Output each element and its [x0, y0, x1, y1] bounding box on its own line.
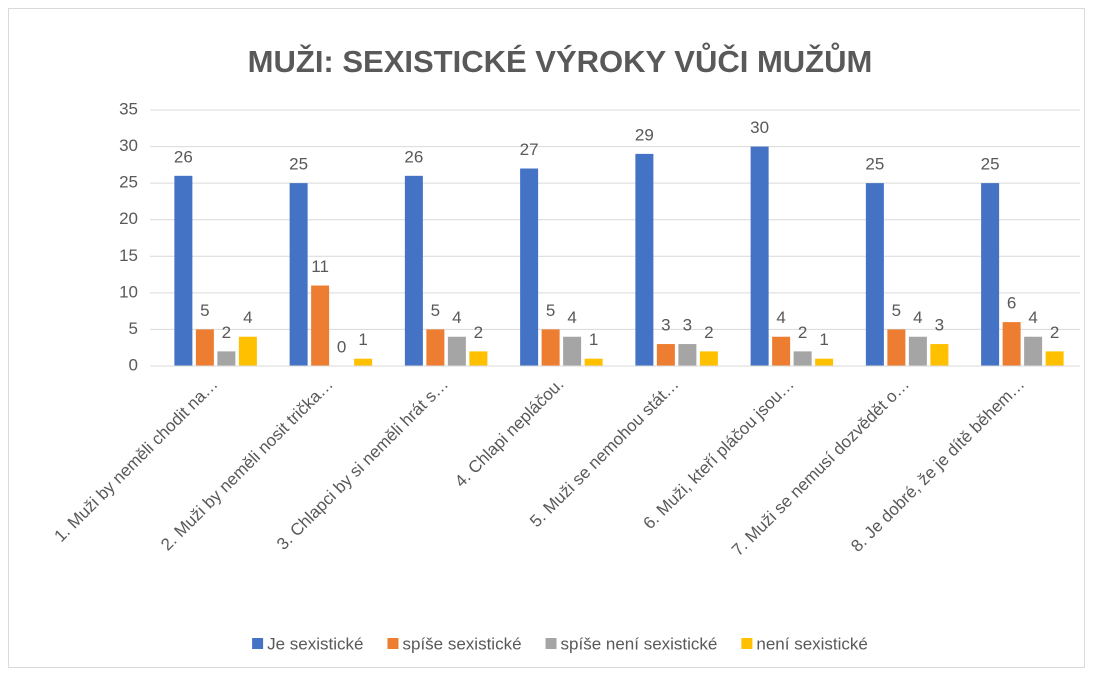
bar	[815, 358, 834, 366]
bar	[217, 351, 236, 366]
data-label: 25	[981, 155, 1000, 174]
data-label: 3	[935, 316, 944, 335]
bar	[699, 351, 718, 366]
data-label: 6	[1007, 294, 1016, 313]
data-label: 2	[704, 323, 713, 342]
data-label: 5	[892, 301, 901, 320]
bar	[289, 183, 308, 366]
data-label: 4	[243, 308, 252, 327]
data-label: 5	[431, 301, 440, 320]
bar	[541, 329, 560, 366]
bar	[520, 168, 539, 366]
y-tick-label: 30	[119, 136, 138, 155]
bar	[656, 344, 675, 366]
data-label: 2	[798, 323, 807, 342]
data-label: 2	[222, 323, 231, 342]
bar	[1002, 322, 1021, 366]
data-label: 3	[683, 316, 692, 335]
data-label: 5	[200, 301, 209, 320]
chart-title: MUŽI: SEXISTICKÉ VÝROKY VŮČI MUŽŮM	[248, 41, 873, 79]
data-label: 3	[661, 316, 670, 335]
bar	[865, 183, 884, 366]
bar	[678, 344, 697, 366]
bar	[887, 329, 906, 366]
data-label: 2	[474, 323, 483, 342]
data-label: 27	[520, 140, 539, 159]
data-label: 25	[289, 155, 308, 174]
bar	[311, 285, 330, 366]
data-label: 29	[635, 125, 654, 144]
data-label: 26	[404, 147, 423, 166]
bar	[750, 146, 769, 366]
data-label: 4	[567, 308, 576, 327]
bar	[426, 329, 445, 366]
data-label: 4	[913, 308, 922, 327]
legend-label: spíše není sexistické	[561, 634, 718, 653]
bar	[174, 175, 193, 366]
data-label: 25	[865, 155, 884, 174]
legend-swatch	[252, 638, 264, 649]
data-label: 1	[819, 330, 828, 349]
data-label: 26	[174, 147, 193, 166]
bar	[195, 329, 214, 366]
legend-swatch	[741, 638, 753, 649]
y-tick-label: 25	[119, 173, 138, 192]
bar	[981, 183, 1000, 366]
bar	[908, 336, 927, 366]
bar	[447, 336, 466, 366]
legend-label: není sexistické	[756, 634, 868, 653]
bar	[772, 336, 791, 366]
data-label: 1	[589, 330, 598, 349]
data-label: 0	[337, 337, 346, 356]
data-label: 1	[358, 330, 367, 349]
bar	[469, 351, 488, 366]
bar	[930, 344, 949, 366]
y-tick-label: 0	[129, 355, 138, 374]
y-tick-label: 35	[119, 99, 138, 118]
y-tick-label: 20	[119, 209, 138, 228]
legend-label: spíše sexistické	[402, 634, 521, 653]
y-tick-label: 15	[119, 246, 138, 265]
legend-label: Je sexistické	[267, 634, 363, 653]
bar	[635, 153, 654, 366]
data-label: 2	[1050, 323, 1059, 342]
data-label: 4	[776, 308, 785, 327]
data-label: 4	[1028, 308, 1037, 327]
bar	[1024, 336, 1043, 366]
y-tick-label: 5	[129, 319, 138, 338]
bar	[1045, 351, 1064, 366]
bar	[793, 351, 812, 366]
bar	[584, 358, 603, 366]
data-label: 5	[546, 301, 555, 320]
legend-swatch	[545, 638, 557, 649]
bar	[563, 336, 582, 366]
y-tick-label: 10	[119, 282, 138, 301]
bar	[404, 175, 423, 366]
bar	[354, 358, 373, 366]
data-label: 11	[311, 257, 329, 276]
data-label: 30	[750, 118, 769, 137]
bar	[238, 336, 257, 366]
legend-swatch	[387, 638, 399, 649]
data-label: 4	[452, 308, 461, 327]
